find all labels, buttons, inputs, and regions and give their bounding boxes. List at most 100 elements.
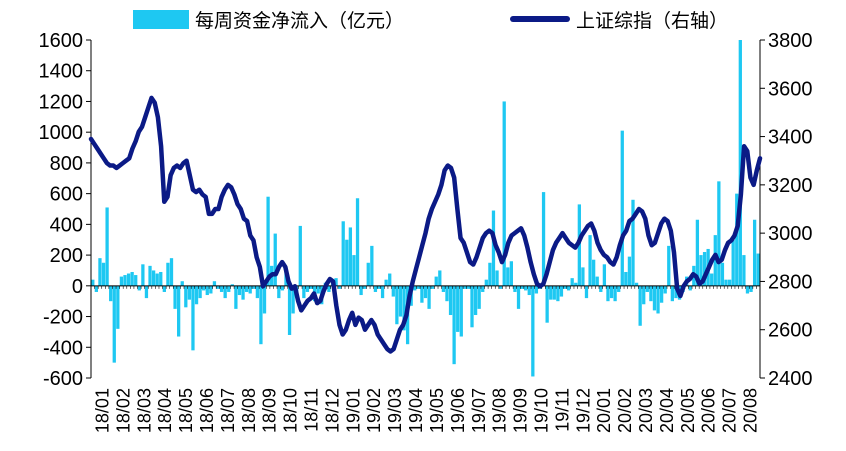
flow-bar (749, 285, 753, 292)
flow-bar (169, 258, 174, 286)
flow-bar (431, 285, 435, 289)
flow-bar (520, 285, 524, 289)
flow-bar (570, 278, 574, 286)
x-tick-label: 18/10 (281, 388, 301, 433)
flow-bar (495, 270, 499, 286)
x-tick-label: 20/08 (741, 388, 761, 433)
left-tick-label: 1200 (39, 91, 84, 113)
flow-bar (298, 225, 302, 286)
flow-bar (588, 235, 592, 286)
flow-bar (280, 285, 285, 291)
flow-bar (134, 275, 138, 286)
flow-bar (191, 285, 195, 351)
flow-bar (388, 273, 392, 286)
flow-bar (309, 285, 313, 289)
flow-bar (352, 255, 356, 286)
flow-bar (659, 285, 664, 303)
flow-bar (484, 279, 488, 286)
flow-bar (656, 285, 660, 314)
left-tick-label: 1400 (39, 61, 84, 83)
right-tick-label: 3600 (768, 78, 813, 100)
flow-bar (194, 285, 199, 305)
right-axis-ticks: 3800 3600 3400 3200 3000 2800 2600 2400 (760, 30, 813, 390)
x-tick-label: 20/03 (636, 388, 656, 433)
flow-bar (237, 285, 242, 296)
flow-bar (574, 282, 578, 286)
flow-bar (345, 239, 349, 286)
flow-bar (91, 279, 95, 286)
flow-bar (327, 285, 331, 292)
flow-bar (159, 271, 163, 286)
bar-series (91, 40, 760, 377)
x-tick-label: 20/06 (699, 388, 719, 433)
flow-bar (126, 273, 131, 286)
flow-bar (617, 285, 621, 292)
flow-bar (137, 285, 141, 291)
flow-bar (230, 284, 234, 286)
flow-bar (316, 285, 320, 294)
flow-bar (506, 267, 510, 286)
flow-bar (634, 282, 639, 286)
flow-bar (695, 219, 700, 286)
flow-bar (584, 285, 589, 299)
flow-bar (438, 270, 442, 286)
flow-bar (545, 285, 549, 323)
flow-bar (416, 285, 420, 289)
flow-bar (151, 270, 156, 286)
flow-bar (552, 285, 556, 300)
flow-bar (566, 285, 571, 291)
flow-bar (244, 285, 249, 292)
flow-bar (241, 285, 245, 300)
x-tick-label: 20/01 (594, 388, 614, 433)
x-tick-label: 18/08 (239, 388, 259, 433)
flow-bar (502, 101, 506, 286)
flow-bar (130, 271, 134, 286)
flow-bar (738, 40, 742, 286)
flow-bar (119, 276, 124, 286)
flow-bar (144, 285, 149, 299)
x-tick-label: 19/12 (573, 388, 593, 433)
flow-bar (441, 285, 446, 292)
flow-bar (463, 285, 467, 289)
flow-bar (302, 285, 306, 299)
legend-label-flow: 每周资金净流入（亿元） (195, 9, 405, 32)
legend-item-index: 上证综指（右轴） (510, 6, 728, 32)
flow-bar (359, 285, 363, 296)
x-tick-label: 20/07 (720, 388, 740, 433)
flow-bar (452, 285, 456, 365)
flow-bar (581, 267, 585, 286)
flow-bar (162, 285, 166, 292)
flow-bar (366, 262, 370, 286)
x-tick-label: 19/05 (427, 388, 447, 433)
x-tick-label: 19/09 (511, 388, 531, 433)
flow-bar (363, 285, 367, 289)
flow-bar (742, 255, 746, 286)
flow-bar (216, 285, 220, 289)
flow-bar (627, 256, 632, 286)
flow-bar (491, 210, 496, 286)
x-tick-label: 19/01 (343, 388, 363, 433)
flow-bar (177, 285, 181, 337)
left-tick-label: -600 (43, 368, 83, 390)
x-tick-label: 18/11 (302, 388, 322, 432)
flow-bar (549, 285, 553, 300)
left-tick-label: 1000 (39, 122, 84, 144)
flow-bar (291, 285, 295, 314)
x-tick-label: 19/03 (385, 388, 405, 433)
left-tick-label: 200 (50, 245, 83, 267)
flow-bar (262, 285, 267, 314)
flow-bar (109, 285, 113, 302)
flow-bar (717, 181, 721, 286)
right-tick-label: 2400 (768, 368, 813, 390)
legend-label-index: 上证综指（右轴） (576, 9, 729, 32)
flow-bar (266, 196, 270, 286)
flow-bar (513, 285, 517, 292)
flow-bar (184, 285, 188, 308)
x-tick-label: 18/03 (134, 388, 154, 433)
flow-bar (338, 285, 342, 289)
flow-bar (756, 253, 760, 286)
flow-bar (398, 285, 403, 317)
flow-bar (731, 239, 735, 286)
flow-bar (155, 273, 159, 286)
flow-bar (509, 261, 513, 286)
